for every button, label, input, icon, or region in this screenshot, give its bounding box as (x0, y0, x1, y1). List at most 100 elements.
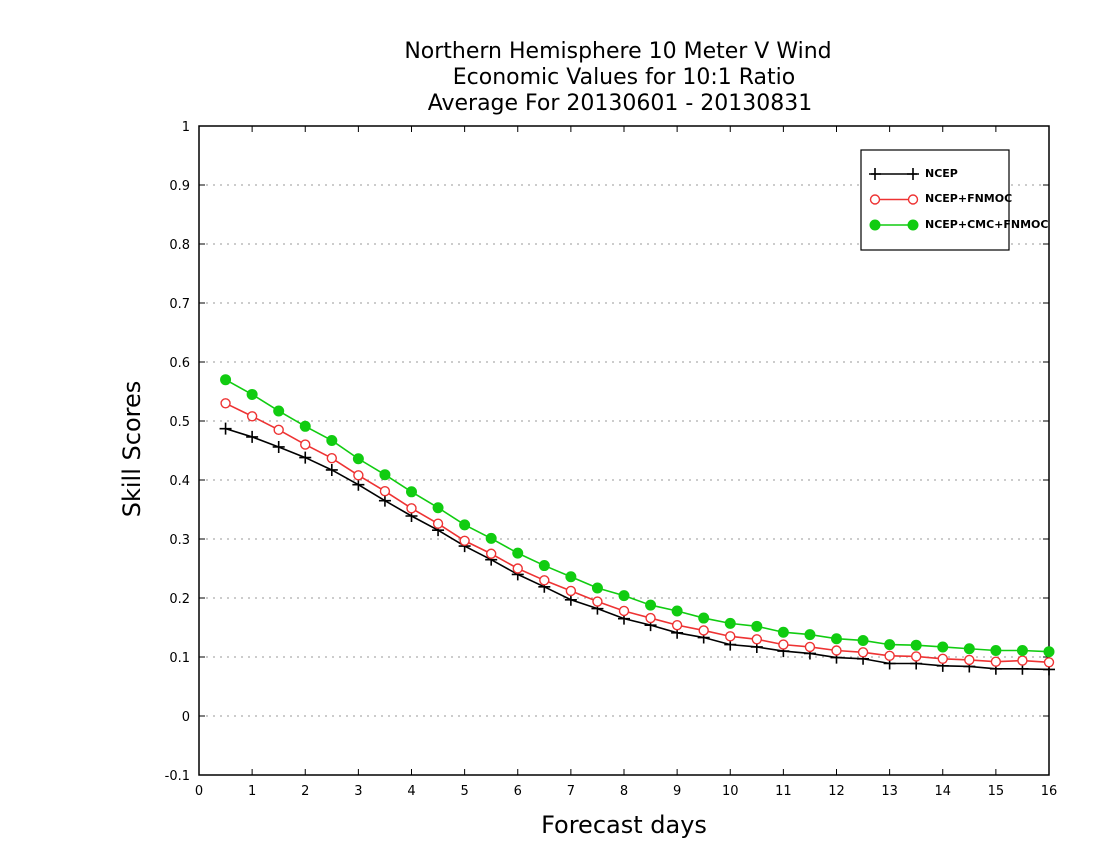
data-point-ncep-fnmoc (698, 625, 709, 636)
data-point-ncep-cmc-fnmoc (326, 434, 338, 446)
x-tick-label: 12 (828, 784, 845, 799)
x-tick-label: 15 (988, 784, 1005, 799)
y-tick-label: 0.1 (169, 651, 190, 666)
data-point-ncep-fnmoc (1017, 655, 1028, 666)
y-tick-label: -0.1 (165, 769, 190, 784)
data-point-ncep-fnmoc (273, 424, 284, 436)
y-tick-label: 0.4 (169, 474, 190, 489)
data-point-ncep-cmc-fnmoc (459, 519, 471, 531)
data-point-ncep-fnmoc (618, 605, 630, 617)
data-point-ncep-cmc-fnmoc (671, 605, 683, 617)
data-point-ncep (378, 494, 391, 507)
data-point-ncep-cmc-fnmoc (618, 590, 630, 602)
x-tick-label: 14 (934, 784, 951, 799)
data-point-ncep-fnmoc (884, 650, 895, 662)
chart-title-line-1: Northern Hemisphere 10 Meter V Wind (404, 39, 831, 64)
x-tick-label: 10 (722, 784, 739, 799)
data-point-ncep (325, 463, 338, 476)
data-point-ncep-cmc-fnmoc (1016, 645, 1028, 657)
data-point-ncep-fnmoc (539, 575, 550, 586)
data-point-ncep-fnmoc (937, 653, 948, 664)
x-tick-label: 9 (673, 784, 681, 799)
data-point-ncep-fnmoc (910, 651, 922, 662)
grid-layer (199, 184, 1049, 717)
x-tick-label: 3 (354, 784, 362, 799)
x-tick-label: 2 (301, 784, 309, 799)
data-point-ncep-cmc-fnmoc (379, 469, 391, 481)
data-point-ncep-fnmoc (751, 634, 763, 645)
data-point-ncep-cmc-fnmoc (352, 453, 364, 465)
legend-items (869, 168, 919, 231)
y-tick-label: 0.6 (169, 356, 190, 371)
legend-marker-ncep-fnmoc (869, 194, 881, 205)
data-point-ncep-cmc-fnmoc (273, 405, 285, 417)
legend-label-ncep-fnmoc: NCEP+FNMOC (925, 192, 1012, 205)
data-point-ncep-fnmoc (565, 585, 577, 597)
data-point-ncep-cmc-fnmoc (485, 532, 497, 544)
data-point-ncep-fnmoc (592, 596, 603, 607)
series-line-ncep-fnmoc (225, 402, 1050, 664)
x-axis-title: Forecast days (541, 811, 707, 839)
y-tick-label: 0.8 (169, 238, 190, 253)
data-point-ncep-cmc-fnmoc (990, 645, 1002, 657)
data-point-ncep-cmc-fnmoc (777, 626, 789, 638)
data-point-ncep-cmc-fnmoc (698, 612, 710, 624)
y-tick-label: 0.9 (169, 179, 190, 194)
data-point-ncep-fnmoc (964, 654, 975, 666)
data-point-ncep-fnmoc (778, 639, 789, 650)
x-tick-label: 11 (775, 784, 792, 799)
data-point-ncep-cmc-fnmoc (645, 599, 657, 611)
data-point-ncep-cmc-fnmoc (857, 634, 869, 646)
y-tick-label: 0 (182, 710, 190, 725)
data-point-ncep-cmc-fnmoc (432, 502, 444, 514)
data-point-ncep-fnmoc (671, 619, 683, 631)
data-point-ncep-fnmoc (432, 518, 444, 529)
y-tick-label: 0.2 (169, 592, 190, 607)
data-point-ncep (352, 478, 365, 491)
y-tick-label: 0.7 (169, 297, 190, 312)
data-point-ncep-cmc-fnmoc (538, 560, 550, 572)
y-tick-label: 1 (182, 120, 190, 135)
x-tick-label: 7 (567, 784, 575, 799)
data-point-ncep-fnmoc (645, 612, 656, 624)
data-point-ncep-cmc-fnmoc (299, 420, 311, 432)
chart-title-line-3: Average For 20130601 - 20130831 (428, 91, 813, 116)
data-point-ncep-fnmoc (1043, 657, 1055, 668)
data-point-ncep (246, 430, 259, 443)
data-point-ncep-fnmoc (379, 486, 391, 497)
y-axis-title: Skill Scores (118, 381, 146, 518)
data-point-ncep-cmc-fnmoc (565, 571, 577, 583)
data-point-ncep-fnmoc (512, 563, 523, 574)
y-tick-label: 0.5 (169, 415, 190, 430)
data-point-ncep (299, 451, 312, 464)
legend-label-ncep: NCEP (925, 167, 958, 180)
x-tick-label: 0 (195, 784, 203, 799)
series-line-ncep (225, 427, 1050, 671)
x-tick-label: 8 (620, 784, 628, 799)
legend-marker-ncep (869, 168, 881, 180)
data-point-ncep-cmc-fnmoc (1043, 646, 1055, 658)
data-point-ncep-cmc-fnmoc (804, 629, 816, 641)
data-point-ncep-fnmoc (326, 452, 338, 464)
legend: NCEP NCEP+FNMOC NCEP+CMC+FNMOC (860, 149, 1048, 251)
data-point-ncep-fnmoc (831, 645, 842, 656)
data-point-ncep-cmc-fnmoc (406, 486, 417, 498)
data-point-ncep-fnmoc (990, 656, 1002, 667)
data-point-ncep-fnmoc (246, 411, 258, 422)
data-point-ncep-cmc-fnmoc (884, 639, 896, 651)
data-point-ncep-cmc-fnmoc (512, 547, 524, 559)
data-point-ncep-cmc-fnmoc (751, 620, 763, 632)
series-line-ncep-cmc-fnmoc (225, 379, 1050, 653)
data-point-ncep-cmc-fnmoc (831, 633, 842, 645)
x-tick-label: 13 (881, 784, 898, 799)
legend-marker-ncep-cmc-fnmoc (869, 219, 881, 231)
x-tick-label: 4 (407, 784, 415, 799)
data-point-ncep-fnmoc (857, 647, 869, 658)
chart-title-line-2: Economic Values for 10:1 Ratio (453, 65, 795, 90)
data-point-ncep-fnmoc (725, 631, 736, 642)
data-point-ncep (272, 440, 285, 453)
data-point-ncep-cmc-fnmoc (724, 617, 736, 629)
legend-marker-ncep-fnmoc (907, 194, 919, 205)
